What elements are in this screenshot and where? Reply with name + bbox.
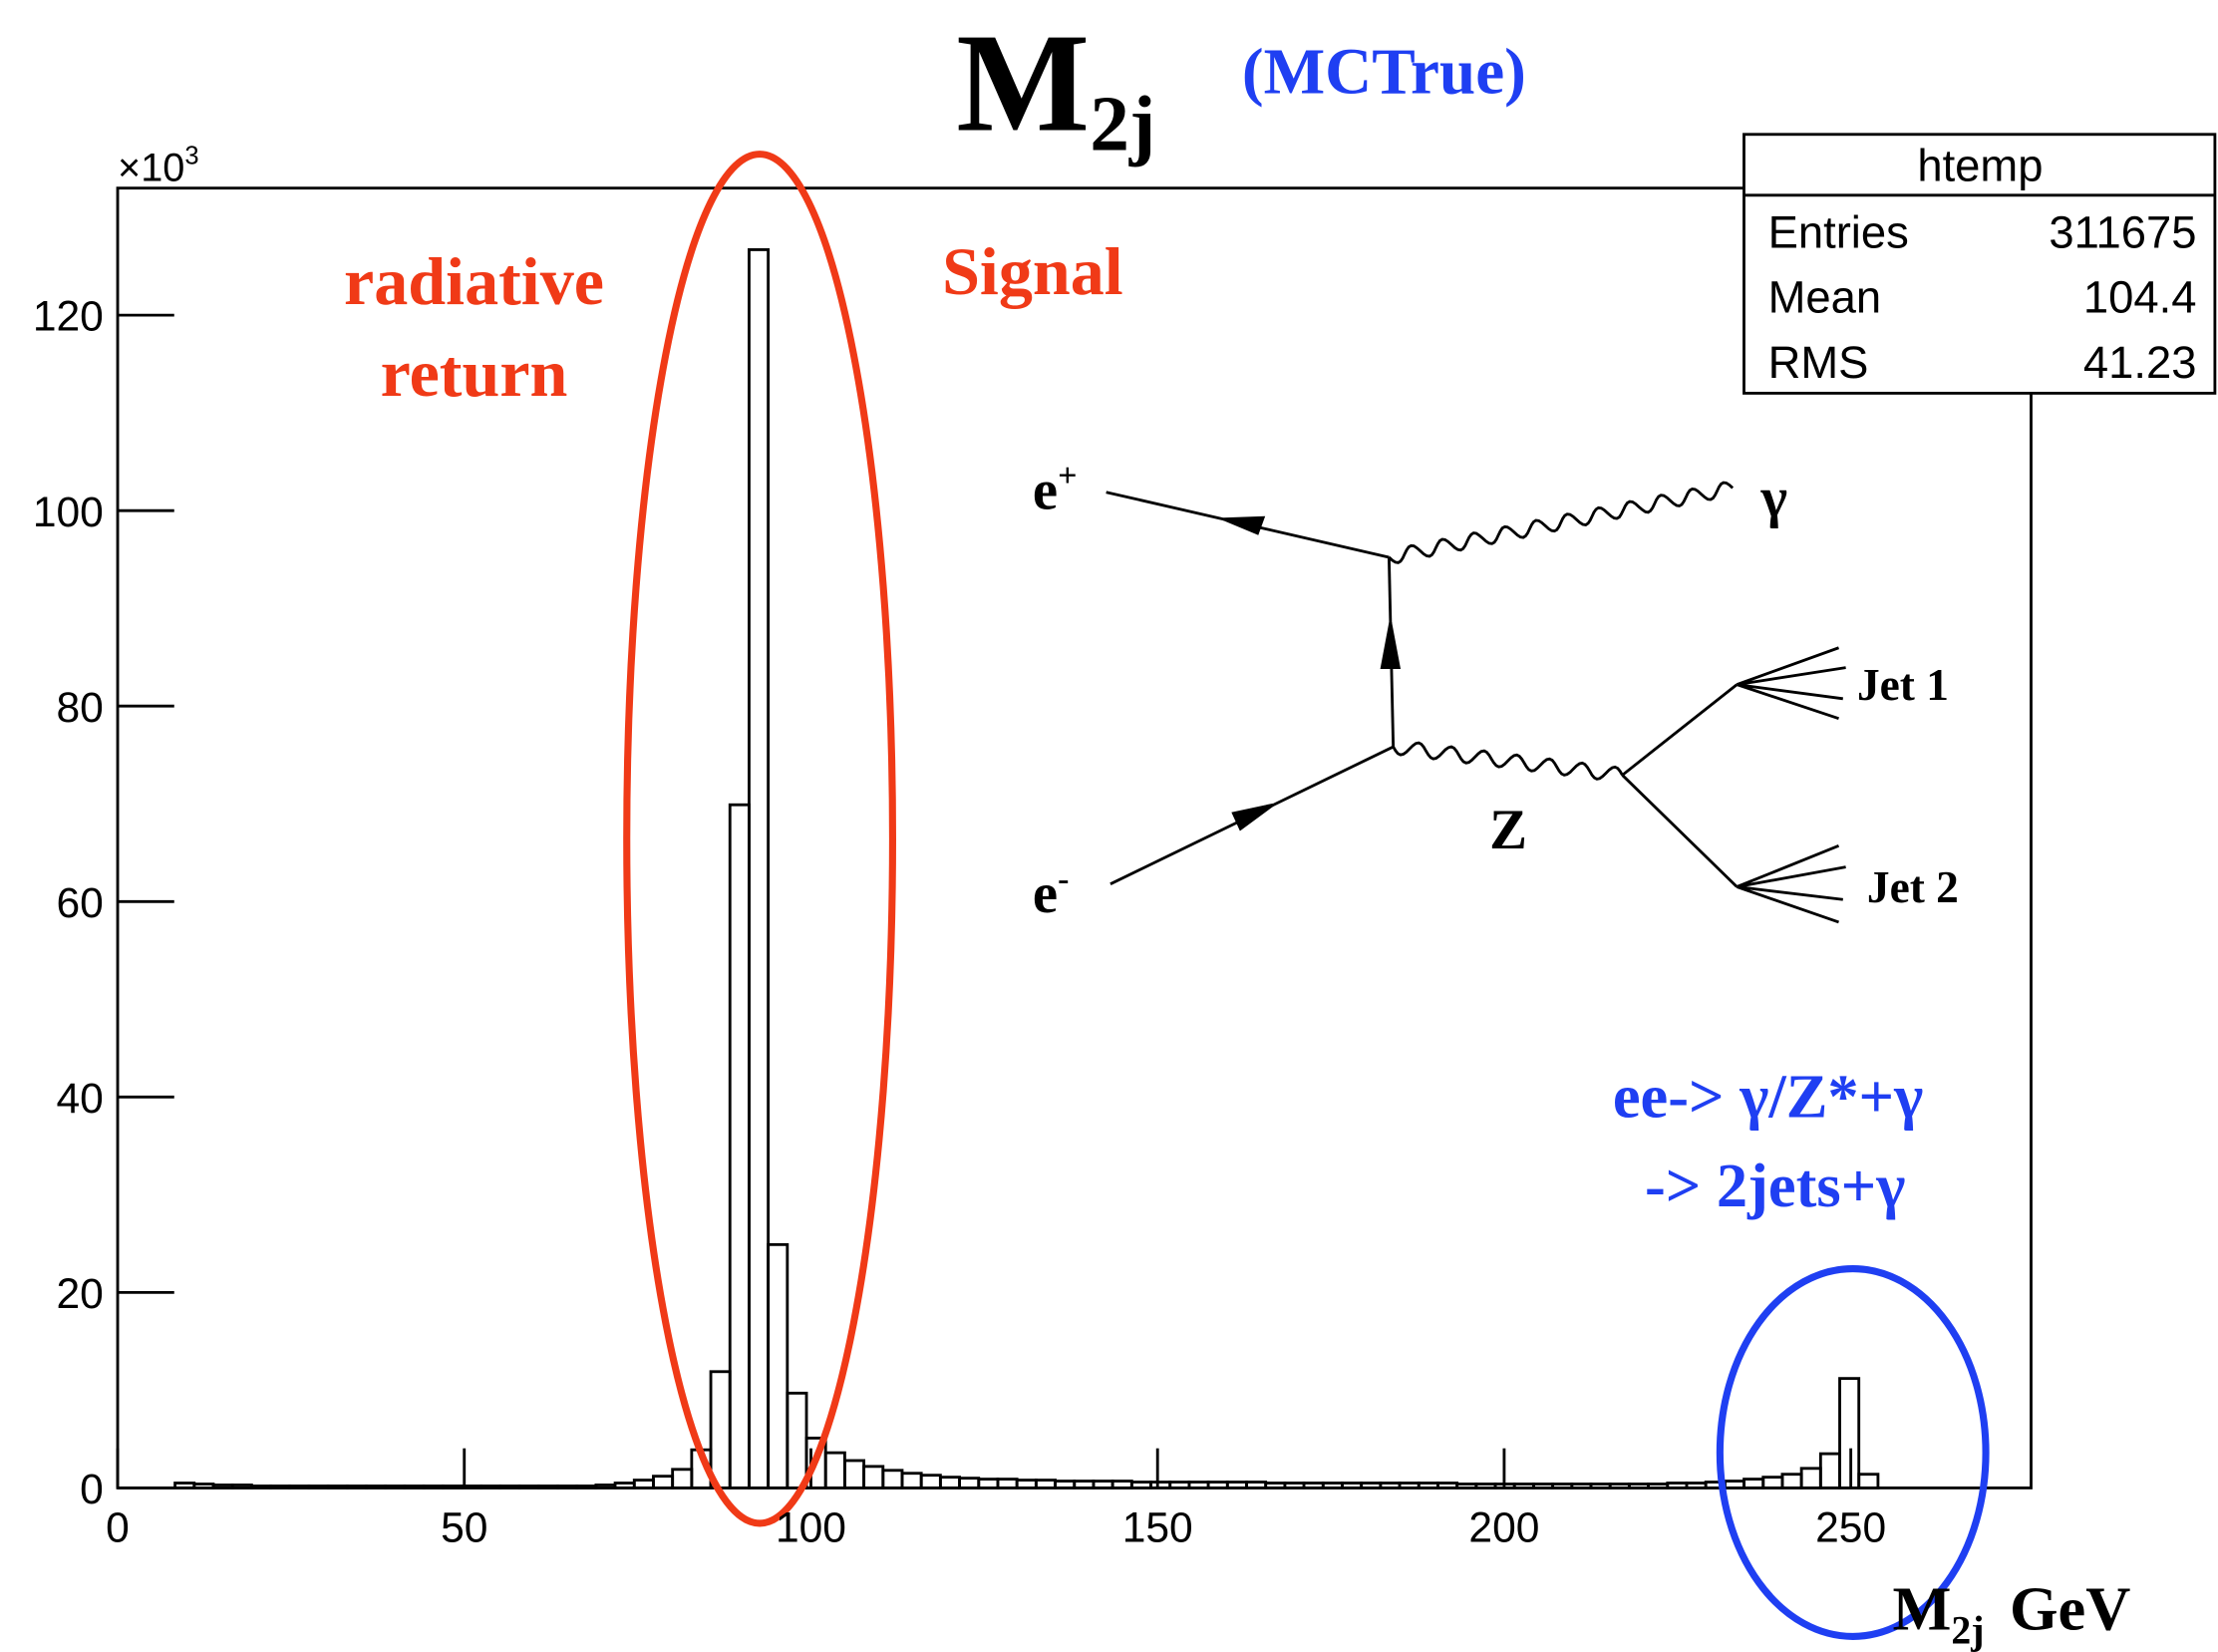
bar: [443, 1486, 462, 1487]
bar: [251, 1486, 270, 1487]
x-label-sub: 2j: [1951, 1608, 1984, 1652]
bar: [500, 1486, 519, 1487]
bar: [309, 1486, 328, 1487]
stats-label: Mean: [1768, 272, 1882, 323]
bar: [271, 1486, 290, 1487]
annotation: Signal: [942, 233, 1123, 309]
y-tick-label: 100: [33, 489, 104, 536]
stats-value: 311675: [2049, 206, 2196, 257]
stats-title: htemp: [1917, 141, 2043, 191]
label-text: e: [1033, 862, 1058, 925]
bar: [538, 1486, 557, 1487]
chart: M2j (MCTrue) ×103 radiative return Signa…: [0, 0, 2218, 1652]
stats-value: 104.4: [2083, 272, 2197, 323]
label-z: Z: [1489, 799, 1527, 861]
y-tick-label: 60: [57, 879, 104, 927]
bar: [481, 1486, 500, 1487]
label-jet: Jet 1: [1857, 660, 1949, 710]
x-tick-label: 50: [441, 1503, 487, 1551]
stats-label: Entries: [1768, 206, 1909, 257]
multiplier-exponent: 3: [184, 143, 198, 170]
annotation: ee-> γ/Z*+γ: [1613, 1062, 1923, 1132]
y-tick-label: 120: [33, 293, 104, 341]
bar: [405, 1486, 424, 1487]
bar: [557, 1486, 576, 1487]
bar: [328, 1486, 347, 1487]
multiplier-base: ×10: [118, 147, 184, 190]
label-text: e: [1033, 460, 1058, 522]
annotation: -> 2jets+γ: [1645, 1151, 1905, 1220]
x-tick-label: 250: [1815, 1503, 1886, 1551]
bar: [367, 1486, 386, 1487]
label-photon: γ: [1760, 467, 1788, 529]
title-sub: 2j: [1090, 80, 1155, 167]
y-tick-label: 80: [57, 684, 104, 732]
x-tick-label: 100: [776, 1503, 846, 1551]
bar: [577, 1486, 596, 1487]
x-tick-label: 0: [106, 1503, 130, 1551]
y-tick-label: 20: [57, 1270, 104, 1318]
annotation: return: [381, 335, 568, 411]
x-tick-label: 150: [1122, 1503, 1193, 1551]
bar: [347, 1486, 366, 1487]
y-tick-label: 40: [57, 1075, 104, 1123]
label-sup: +: [1058, 458, 1077, 495]
bar: [386, 1486, 405, 1487]
page: M2j (MCTrue) ×103 radiative return Signa…: [0, 0, 2218, 1652]
stats-label: RMS: [1768, 337, 1869, 388]
title-main: M: [956, 5, 1090, 162]
x-tick-label: 200: [1468, 1503, 1539, 1551]
x-label-main: M: [1892, 1573, 1951, 1643]
x-label-unit: GeV: [2010, 1573, 2130, 1643]
bar: [290, 1486, 309, 1487]
label-sup: -: [1058, 860, 1069, 897]
stats-value: 41.23: [2083, 337, 2197, 388]
title-note: (MCTrue): [1242, 37, 1526, 109]
label-jet: Jet 2: [1867, 862, 1959, 912]
x-axis-label: M2j GeV: [1892, 1573, 2130, 1652]
y-tick-label: 0: [80, 1466, 104, 1513]
bar: [424, 1486, 443, 1487]
stats-box: htemp Entries 311675 Mean 104.4 RMS 41.23: [1743, 135, 2214, 394]
bar: [519, 1486, 538, 1487]
annotation: radiative: [344, 243, 604, 319]
